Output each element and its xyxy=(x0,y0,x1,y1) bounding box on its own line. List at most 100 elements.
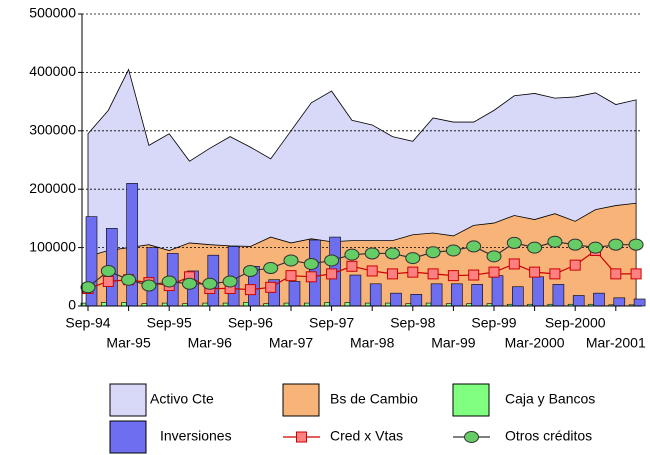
marker xyxy=(445,244,461,257)
marker xyxy=(608,238,624,251)
y-tick-label: 100000 xyxy=(29,238,76,254)
legend-swatch xyxy=(109,383,147,417)
marker xyxy=(387,268,398,280)
legend-label: Caja y Bancos xyxy=(505,391,595,407)
bar xyxy=(369,283,382,307)
marker xyxy=(161,275,177,288)
bar xyxy=(243,302,249,307)
y-tick-label: 300000 xyxy=(29,122,76,138)
marker xyxy=(303,257,319,270)
x-tick-label: Mar-2000 xyxy=(505,335,565,351)
marker xyxy=(547,235,563,248)
marker xyxy=(567,238,583,251)
bar xyxy=(491,275,504,307)
marker xyxy=(346,260,358,272)
bar xyxy=(511,286,524,307)
marker xyxy=(385,247,400,260)
marker xyxy=(506,236,522,249)
bar xyxy=(390,292,402,307)
bar xyxy=(613,297,626,307)
x-tick-label: Sep-2000 xyxy=(545,315,606,331)
marker xyxy=(588,241,603,254)
bar xyxy=(344,302,351,307)
line xyxy=(87,249,637,291)
marker xyxy=(102,275,114,287)
legend-label: Bs de Cambio xyxy=(330,391,418,407)
bar xyxy=(451,283,463,307)
marker xyxy=(283,254,299,267)
legend-swatch xyxy=(282,383,320,417)
x-tick-label: Mar-96 xyxy=(188,335,233,351)
x-tick-label: Sep-99 xyxy=(471,315,516,331)
bar xyxy=(572,295,585,307)
x-tick-label: Mar-99 xyxy=(431,335,476,351)
marker xyxy=(529,266,541,278)
marker xyxy=(202,277,218,290)
legend-marker xyxy=(464,431,479,443)
y-tick-label: 500000 xyxy=(29,5,76,21)
legend-swatch xyxy=(452,383,490,417)
legend-marker xyxy=(296,431,307,443)
marker xyxy=(324,254,340,267)
bar xyxy=(324,302,330,307)
marker xyxy=(100,264,116,277)
marker xyxy=(628,238,644,251)
bar xyxy=(126,183,138,307)
bar xyxy=(349,274,362,307)
bar xyxy=(532,276,544,307)
marker xyxy=(242,264,258,277)
line xyxy=(87,241,637,288)
x-tick-label: Mar-98 xyxy=(350,335,395,351)
legend-label: Inversiones xyxy=(160,428,232,444)
marker xyxy=(344,248,360,261)
x-tick-label: Mar-97 xyxy=(269,335,314,351)
bar xyxy=(593,292,605,307)
bar xyxy=(121,302,127,307)
bar xyxy=(633,298,646,307)
legend-label: Activo Cte xyxy=(150,391,214,407)
marker xyxy=(425,246,441,259)
marker xyxy=(466,240,482,253)
marker xyxy=(244,284,256,296)
marker xyxy=(527,241,543,254)
marker xyxy=(486,250,502,263)
marker xyxy=(630,268,642,280)
marker xyxy=(305,271,317,283)
marker xyxy=(222,275,238,288)
marker xyxy=(549,268,561,280)
marker xyxy=(407,266,419,278)
bar xyxy=(101,302,107,307)
marker xyxy=(182,277,197,290)
marker xyxy=(488,266,500,278)
marker xyxy=(80,281,96,294)
marker xyxy=(427,268,439,280)
marker xyxy=(405,252,421,265)
marker xyxy=(569,259,581,271)
x-tick-label: Sep-97 xyxy=(309,315,354,331)
x-tick-label: Mar-2001 xyxy=(586,335,646,351)
marker xyxy=(265,281,277,293)
y-tick-label: 0 xyxy=(68,297,76,313)
bar xyxy=(471,284,484,307)
marker xyxy=(447,270,459,282)
marker xyxy=(263,262,279,275)
marker xyxy=(610,268,622,280)
marker xyxy=(364,247,380,260)
marker xyxy=(366,265,378,277)
legend-label: Otros créditos xyxy=(505,428,592,444)
bar xyxy=(288,281,301,307)
bar xyxy=(410,294,423,307)
x-tick-label: Sep-98 xyxy=(390,315,435,331)
marker xyxy=(121,273,137,286)
x-tick-label: Mar-95 xyxy=(106,335,151,351)
marker xyxy=(285,270,297,282)
legend-swatch xyxy=(109,420,147,454)
marker xyxy=(326,268,338,280)
x-tick-label: Sep-94 xyxy=(65,315,110,331)
marker xyxy=(508,258,520,270)
legend-label: Cred x Vtas xyxy=(330,428,403,444)
bar xyxy=(552,284,565,307)
marker xyxy=(468,269,480,281)
x-tick-label: Sep-96 xyxy=(228,315,273,331)
